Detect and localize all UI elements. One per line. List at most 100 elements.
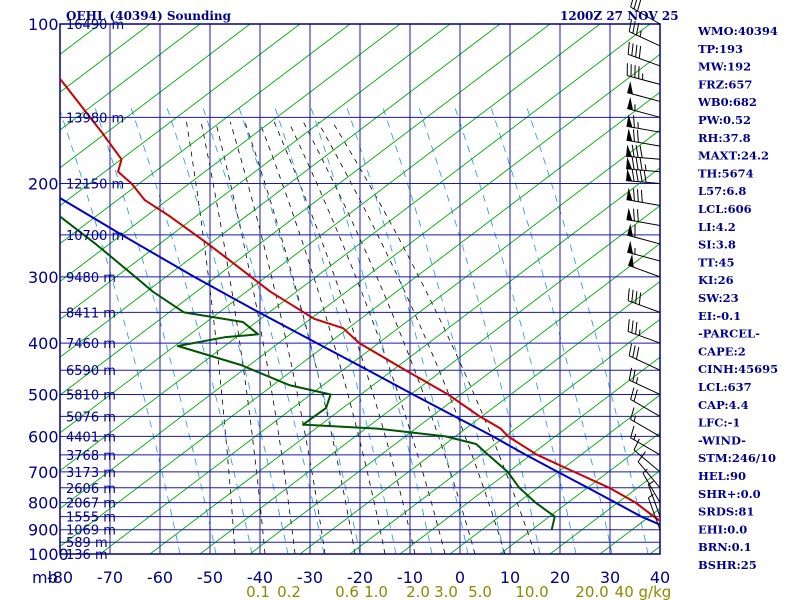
index-item: TP:193 — [698, 42, 743, 56]
height-label: 4401 m — [66, 430, 116, 445]
index-item: EI:-0.1 — [698, 309, 741, 323]
index-item: BSHR:25 — [698, 558, 757, 572]
wind-barb — [627, 240, 661, 262]
height-label: 1555 m — [66, 511, 116, 526]
moist-adiabat-line — [200, 121, 266, 554]
moist-adiabat-line — [332, 121, 536, 554]
dry-adiabat-line — [60, 24, 251, 169]
temperature-tick-label: -50 — [197, 568, 223, 587]
dry-adiabat-line — [60, 24, 601, 434]
mixing-ratio-label: 40 g/kg — [615, 583, 672, 600]
temperature-tick-label: 20 — [550, 568, 570, 587]
plot-frame — [59, 23, 661, 555]
dry-adiabat-line — [60, 24, 401, 282]
moist-adiabat-line — [317, 121, 506, 554]
index-item: WB0:682 — [697, 95, 757, 109]
index-item: PW:0.52 — [698, 113, 751, 127]
wind-barb — [626, 128, 661, 147]
wind-barb — [627, 288, 661, 313]
index-item: LCL:637 — [698, 380, 752, 394]
wind-barb — [626, 114, 661, 133]
wind-barb — [627, 223, 661, 245]
sounding-series — [60, 77, 660, 530]
temperature-tick-label: -40 — [247, 568, 273, 587]
index-item: TH:5674 — [698, 166, 754, 180]
wind-barbs — [626, 0, 661, 530]
dry-adiabat-line — [60, 24, 351, 245]
moist-adiabat-line — [288, 121, 446, 554]
dry-adiabat-line — [299, 280, 660, 554]
temperature-tick-label: 30 — [600, 568, 620, 587]
dry-adiabat-line — [349, 318, 660, 554]
index-item: HEL:90 — [698, 469, 746, 483]
parcel-line — [60, 196, 660, 526]
dry-adiabat-line — [60, 91, 660, 547]
height-label: 12150 m — [66, 178, 124, 193]
wind-barb — [627, 81, 661, 102]
dry-adiabats — [60, 24, 660, 554]
wind-barb — [630, 0, 661, 25]
index-item: SRDS:81 — [698, 505, 754, 519]
pressure-tick-label: 200 — [28, 175, 59, 194]
wind-barb — [630, 387, 661, 417]
index-item: MAXT:24.2 — [698, 149, 769, 163]
moist-adiabat-line — [259, 121, 386, 554]
index-item: SI:3.8 — [698, 238, 736, 252]
dry-adiabat-line — [449, 394, 660, 554]
pressure-tick-label: 1000 — [28, 545, 69, 564]
wind-barb — [647, 480, 661, 517]
dry-adiabat-line — [399, 356, 660, 554]
moist-adiabat-line — [273, 121, 416, 554]
dry-adiabat-line — [60, 24, 651, 472]
mixing-ratio-label: 0.2 — [277, 583, 301, 600]
pressure-tick-label: 900 — [28, 521, 59, 540]
temperature-tick-label: 10 — [500, 568, 520, 587]
wind-barb — [626, 187, 661, 206]
index-item: L57:6.8 — [698, 184, 746, 198]
height-label: 3173 m — [66, 466, 116, 481]
wind-barb — [626, 168, 661, 185]
grid — [59, 23, 661, 555]
temperature-tick-label: -30 — [297, 568, 323, 587]
height-label: 2606 m — [66, 482, 116, 497]
moist-adiabat-line — [229, 121, 326, 554]
pressure-tick-label: 700 — [28, 463, 59, 482]
index-item: SW:23 — [698, 291, 739, 305]
wind-barb — [628, 367, 661, 395]
dry-adiabat-line — [199, 205, 660, 554]
index-item: MW:192 — [698, 60, 751, 74]
temperature-tick-label: -70 — [97, 568, 123, 587]
chart-time: 1200Z 27 NOV 25 — [560, 9, 679, 23]
height-label: 13980 m — [66, 111, 124, 126]
dewpoint-line — [60, 215, 556, 530]
dry-adiabat-line — [249, 243, 660, 554]
mixing-ratio-label: 10.0 — [515, 583, 548, 600]
wind-barb — [637, 451, 661, 489]
dry-adiabat-line — [60, 24, 451, 320]
height-label: 5810 m — [66, 389, 116, 404]
height-label: 10700 m — [66, 229, 124, 244]
mixing-ratio-label: 0.1 — [246, 583, 270, 600]
wind-barb — [627, 96, 661, 118]
wind-barb — [627, 319, 661, 344]
index-item: LFC:-1 — [698, 416, 740, 430]
height-label: 2067 m — [66, 497, 116, 512]
wind-barb — [642, 468, 661, 503]
index-item: -PARCEL- — [698, 327, 760, 341]
mixing-ratio-label: 20.0 — [575, 583, 608, 600]
dry-adiabat-line — [60, 53, 660, 510]
moist-adiabat-line — [215, 121, 296, 554]
chart-title: OEHL (40394) Sounding — [66, 9, 232, 23]
height-label: 6590 m — [66, 364, 116, 379]
wind-barb — [626, 63, 661, 85]
wind-barb — [647, 493, 661, 530]
height-label: 5076 m — [66, 410, 116, 425]
wind-barb — [627, 254, 661, 278]
index-item: BRN:0.1 — [698, 540, 752, 554]
height-label: 8411 m — [66, 306, 116, 321]
dry-adiabat-line — [99, 129, 660, 554]
dry-adiabat-line — [60, 24, 201, 131]
temperature-tick-label: 0 — [455, 568, 465, 587]
